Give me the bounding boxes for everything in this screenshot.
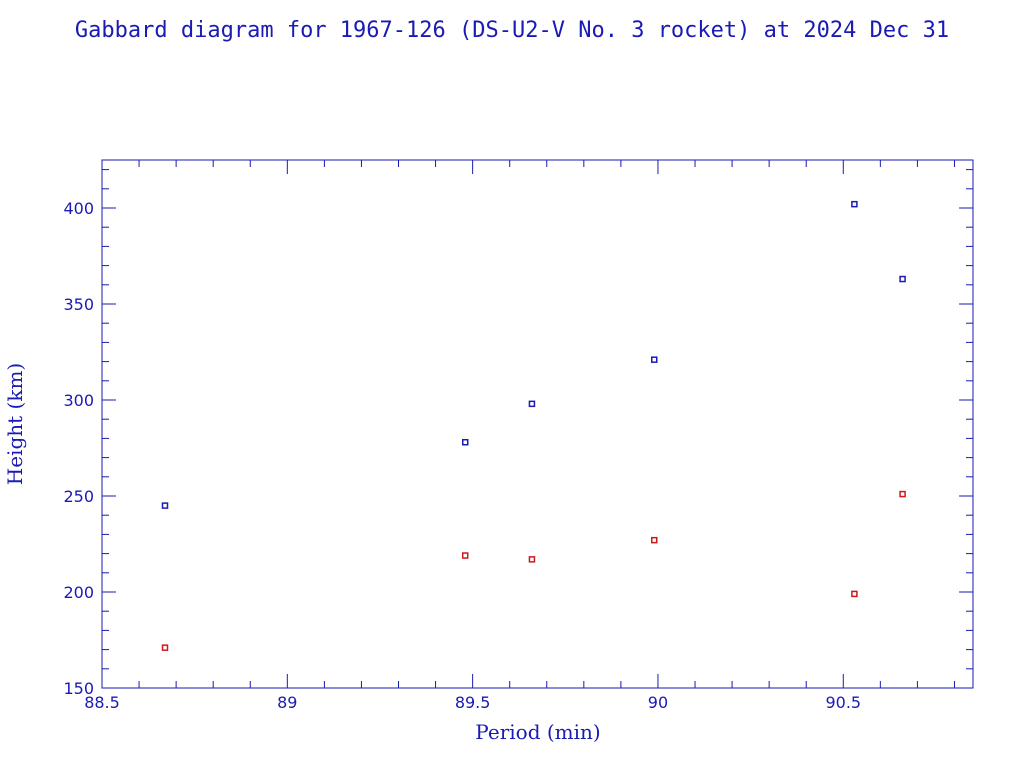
perigee-point (899, 490, 906, 498)
data-points (161, 200, 906, 651)
y-tick-label: 350 (63, 295, 94, 314)
perigee-point (161, 644, 169, 651)
y-tick-label: 250 (63, 487, 94, 506)
axis-tick-labels: 88.5 89 89.5 90 90.5 150 200 250 300 350 400 (63, 199, 861, 712)
y-axis-label: Height (km) (3, 363, 27, 485)
apogee-point (899, 275, 906, 283)
y-tick-label: 300 (63, 391, 94, 410)
chart-title: Gabbard diagram for 1967-126 (DS-U2-V No… (75, 18, 949, 43)
y-tick-label: 200 (63, 583, 94, 602)
x-tick-label: 90.5 (825, 693, 861, 712)
x-tick-label: 89 (277, 693, 297, 712)
perigee-point (851, 590, 858, 598)
x-tick-label: 88.5 (84, 693, 120, 712)
apogee-point (528, 400, 536, 408)
apogee-point (651, 356, 658, 363)
perigee-point (528, 556, 536, 563)
x-tick-label: 89.5 (455, 693, 491, 712)
perigee-point (461, 552, 469, 559)
y-tick-label: 150 (63, 679, 94, 698)
y-tick-label: 400 (63, 199, 94, 218)
apogee-point (161, 502, 169, 509)
axis-ticks (101, 160, 973, 689)
x-tick-label: 90 (648, 693, 668, 712)
apogee-point (461, 438, 469, 446)
x-axis-label: Period (min) (475, 720, 600, 744)
apogee-point (851, 200, 858, 208)
perigee-point (651, 536, 658, 544)
plot-frame (101, 159, 974, 689)
